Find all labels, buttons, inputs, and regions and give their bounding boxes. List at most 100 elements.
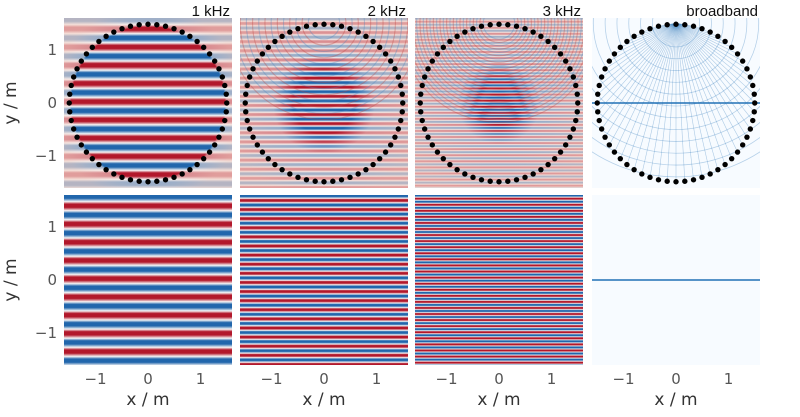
ripple [415, 37, 583, 110]
loudspeaker [747, 126, 754, 132]
ripple [476, 18, 522, 47]
panel-top-0: 1 kHz −1 0 1 y / m [1, 3, 232, 188]
loudspeaker [418, 91, 424, 97]
loudspeaker [74, 66, 80, 72]
x-axis-label: x / m [302, 390, 345, 410]
loudspeaker [570, 126, 577, 132]
x-axis-label: x / m [477, 390, 520, 410]
x-tick-label: 0 [671, 370, 681, 388]
loudspeaker [162, 177, 169, 183]
broadband-ray [598, 23, 677, 121]
ripple [295, 18, 353, 52]
loudspeaker [179, 171, 185, 177]
panel-title: 2 kHz [368, 3, 406, 20]
x-tick-label: 1 [196, 370, 206, 388]
loudspeaker [602, 134, 608, 140]
loudspeaker [68, 82, 74, 89]
loudspeaker [722, 38, 728, 45]
loudspeaker [400, 100, 406, 106]
loudspeaker [295, 174, 301, 181]
loudspeaker [699, 174, 705, 181]
loudspeaker [470, 174, 476, 181]
loudspeaker [522, 25, 528, 32]
loudspeaker [279, 166, 285, 173]
broadband-ray [633, 23, 677, 170]
loudspeaker [545, 38, 551, 45]
loudspeaker [295, 25, 301, 32]
loudspeaker [250, 66, 256, 72]
broadband-ray [675, 23, 748, 138]
loudspeaker [750, 82, 756, 89]
broadband-ray [675, 23, 703, 178]
broadband-ray [604, 23, 677, 70]
x-tick-label: 1 [547, 370, 557, 388]
loudspeaker [487, 178, 493, 184]
field-image [415, 195, 583, 365]
loudspeaker [538, 33, 544, 40]
loudspeaker [243, 91, 249, 97]
loudspeaker [111, 171, 117, 177]
ripple [436, 18, 562, 87]
loudspeaker [254, 142, 261, 148]
loudspeaker [594, 100, 600, 106]
loudspeaker [171, 174, 177, 181]
loudspeaker [598, 126, 605, 132]
panel-bottom-2: −1 0 1 x / m [415, 195, 583, 410]
loudspeaker [624, 38, 630, 45]
loudspeaker [682, 22, 688, 28]
broadband-arc [640, 18, 712, 60]
loudspeaker [347, 174, 353, 181]
loudspeaker [216, 134, 222, 140]
loudspeaker [606, 142, 613, 148]
x-tick-label: −1 [260, 370, 282, 388]
loudspeaker [347, 25, 353, 32]
loudspeaker [617, 44, 624, 51]
loudspeaker [454, 33, 460, 40]
field-image [64, 18, 232, 188]
loudspeaker [744, 134, 750, 140]
loudspeaker [567, 134, 573, 140]
y-tick-label: 0 [47, 94, 57, 112]
loudspeaker [562, 142, 569, 148]
loudspeaker [96, 38, 102, 45]
ripple [459, 18, 539, 63]
broadband-ray [604, 23, 677, 138]
loudspeaker [219, 74, 226, 80]
loudspeaker [265, 44, 272, 51]
broadband-arc [592, 136, 760, 166]
panel-top-3: broadband [592, 3, 760, 188]
broadband-ray [649, 23, 677, 178]
loudspeaker [145, 179, 151, 185]
broadband-ray [675, 23, 751, 130]
aliasing-overlay [240, 18, 408, 188]
broadband-arc [616, 18, 736, 83]
loudspeaker [690, 23, 697, 29]
loudspeaker [136, 22, 142, 28]
loudspeaker [690, 177, 697, 183]
broadband-ray [675, 23, 703, 29]
broadband-arc [592, 105, 760, 142]
loudspeaker [242, 100, 248, 106]
loudspeaker [399, 91, 405, 97]
broadband-ray [675, 23, 748, 70]
loudspeaker [429, 58, 436, 64]
loudspeaker [751, 91, 757, 97]
broadband-ray [675, 23, 732, 159]
broadband-ray [675, 23, 743, 146]
ripple [446, 18, 552, 77]
loudspeaker [187, 166, 193, 173]
ripple [258, 18, 390, 90]
loudspeaker [211, 58, 218, 64]
broadband-arc [628, 18, 724, 71]
loudspeaker [447, 38, 453, 45]
broadband-ray [675, 23, 719, 170]
ripple [416, 18, 582, 107]
field-image [64, 195, 232, 365]
loudspeaker [739, 58, 746, 64]
loudspeaker [206, 51, 213, 57]
loudspeaker [530, 29, 536, 35]
broadband-ray [609, 23, 677, 146]
ripple [301, 18, 347, 46]
